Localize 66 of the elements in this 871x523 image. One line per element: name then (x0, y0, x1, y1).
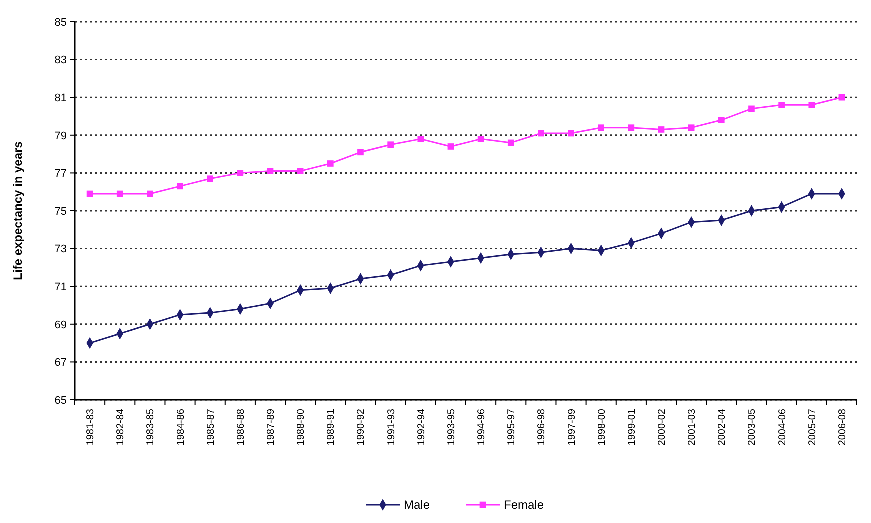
x-tick-label: 1985-87 (206, 408, 217, 446)
point (297, 168, 304, 174)
y-tick-label: 73 (54, 244, 67, 256)
point (598, 124, 605, 132)
x-tick-label: 2005-07 (807, 408, 818, 446)
point (748, 106, 755, 112)
point (778, 102, 785, 108)
point (86, 190, 94, 198)
point (808, 102, 816, 108)
x-tick-label: 2004-06 (777, 408, 788, 446)
x-tick-label: 1983-85 (146, 408, 157, 446)
y-tick-label: 67 (54, 357, 67, 370)
point (207, 176, 214, 182)
point (116, 190, 124, 198)
x-tick-label: 1981-83 (86, 408, 97, 446)
x-tick-label: 2002-04 (717, 408, 728, 446)
y-tick-label: 85 (54, 16, 67, 29)
point (538, 130, 544, 137)
point (478, 136, 484, 142)
x-tick-label: 1988-90 (296, 408, 308, 446)
y-tick-label: 77 (54, 168, 67, 180)
point (327, 160, 334, 167)
y-tick-label: 81 (54, 92, 67, 104)
point (628, 124, 635, 132)
point (688, 124, 695, 132)
x-tick-label: 1992-94 (416, 408, 428, 446)
y-axis-title: Life expectancy in years (11, 141, 25, 280)
x-tick-label: 1995-97 (506, 408, 518, 446)
x-tick-label: 1993-95 (446, 408, 458, 446)
x-tick-label: 1982-84 (116, 408, 127, 446)
x-tick-label: 2003-05 (747, 408, 758, 446)
x-tick-label: 1987-89 (266, 408, 277, 446)
legend-label: Male (404, 498, 430, 512)
x-tick-label: 1989-91 (326, 408, 338, 446)
x-tick-label: 1994-96 (476, 408, 488, 446)
x-tick-label: 1991-93 (386, 408, 398, 446)
point (718, 117, 725, 124)
point (267, 168, 274, 174)
y-tick-label: 65 (54, 394, 67, 407)
point (237, 170, 244, 176)
y-tick-label: 79 (54, 130, 67, 142)
point (177, 183, 184, 190)
point (838, 94, 846, 101)
point (358, 149, 364, 156)
y-tick-label: 75 (54, 206, 67, 218)
x-tick-label: 1998-00 (596, 408, 608, 446)
point (388, 142, 394, 148)
x-tick-label: 2000-02 (657, 408, 668, 446)
x-tick-label: 1996-98 (536, 408, 548, 446)
x-tick-label: 1984-86 (176, 408, 187, 446)
point (508, 140, 514, 146)
y-tick-label: 69 (54, 319, 67, 332)
x-tick-label: 1986-88 (236, 408, 247, 446)
point (448, 144, 454, 150)
point (568, 130, 574, 137)
x-tick-label: 2006-08 (837, 408, 848, 446)
x-tick-label: 1997-99 (566, 408, 578, 446)
legend-label: Female (504, 498, 544, 512)
x-tick-label: 2001-03 (687, 408, 698, 446)
point (658, 126, 665, 133)
point (418, 136, 424, 142)
x-tick-label: 1999-01 (626, 408, 638, 446)
y-tick-label: 71 (54, 281, 67, 294)
x-tick-label: 1990-92 (356, 408, 368, 446)
y-tick-label: 83 (54, 54, 67, 67)
point (147, 190, 154, 198)
